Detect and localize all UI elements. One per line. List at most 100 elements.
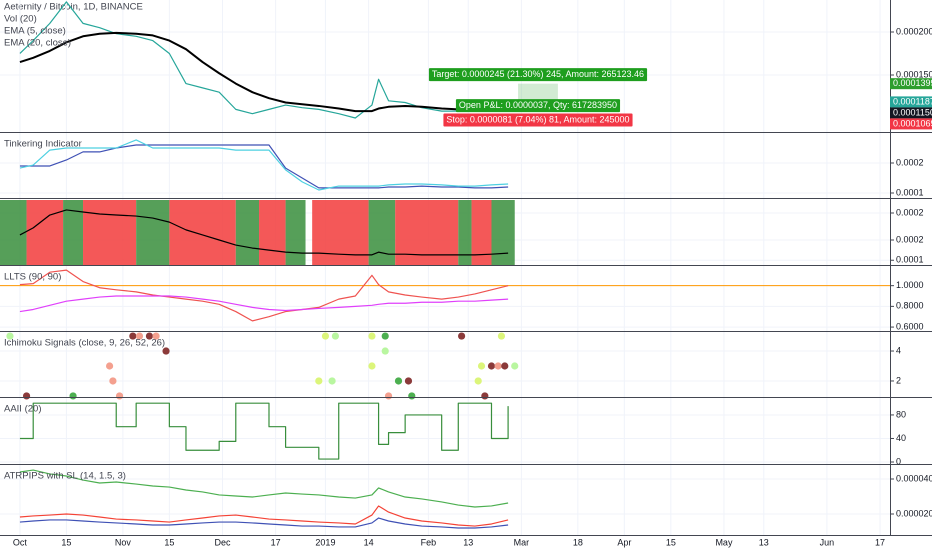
signal-band: [491, 200, 515, 265]
x-tick-label: Mar: [514, 537, 530, 547]
signal-dot: [494, 362, 502, 370]
signal-dot: [501, 362, 509, 370]
signal-band: [0, 200, 27, 265]
position-label: Open P&L: 0.0000037, Qty: 617283950: [455, 99, 621, 113]
y-tick-label: 0.6000: [896, 321, 924, 331]
y-tick-label: 0.0002: [896, 234, 924, 244]
x-tick-label: 15: [61, 537, 71, 547]
x-tick-label: 2019: [315, 537, 335, 547]
signal-dot: [394, 377, 403, 385]
signal-band: [285, 200, 306, 265]
y-tick-label: 40: [896, 433, 906, 443]
signal-band: [169, 200, 236, 265]
y-tick-label: 0.0002: [896, 207, 924, 217]
series-line: [19, 31, 509, 113]
position-label: Stop: 0.0000081 (7.04%) 81, Amount: 2450…: [443, 113, 633, 127]
y-tick-label: 2: [896, 375, 901, 385]
signal-dot: [328, 377, 336, 385]
indicator-label: Vol (20): [4, 14, 37, 25]
x-tick-label: 13: [759, 537, 769, 547]
series-line: [19, 402, 509, 460]
chart-title: Aeternity / Bitcoin, 1D, BINANCE: [4, 2, 143, 13]
series-line: [19, 469, 509, 508]
signal-dot: [22, 392, 31, 400]
signal-dot: [408, 392, 416, 400]
y-tick-label: 80: [896, 409, 906, 419]
signal-dot: [381, 332, 389, 340]
signal-dot: [404, 377, 413, 385]
price-tag: [890, 96, 932, 108]
pane-title: AAII (20): [4, 404, 42, 415]
x-tick-label: Jun: [820, 537, 835, 547]
signal-dot: [384, 392, 393, 400]
position-label-text: Open P&L: 0.0000037, Qty: 617283950: [459, 100, 617, 110]
price-tag-label: 0.0001069: [893, 118, 932, 128]
price-tag-label: 0.0001399: [893, 78, 932, 88]
signal-band: [471, 200, 492, 265]
x-tick-label: Dec: [214, 537, 231, 547]
pane-title: Ichimoku Signals (close, 9, 26, 52, 26): [4, 338, 165, 349]
y-tick-label: 0.0001: [896, 187, 924, 197]
signal-band: [26, 200, 64, 265]
signal-band: [368, 200, 396, 265]
signal-dot: [315, 377, 323, 385]
signal-dot: [109, 377, 117, 385]
y-tick-label: 0.0002000: [896, 26, 932, 36]
y-tick-label: 0.0002: [896, 157, 924, 167]
signal-band: [259, 200, 286, 265]
price-tag-label: 0.0001187: [893, 96, 932, 106]
pane-title: LLTS (90, 90): [4, 272, 61, 283]
series-line: [19, 209, 509, 256]
label-background: [428, 68, 648, 82]
signal-dot: [115, 392, 124, 400]
series-line: [19, 144, 509, 189]
signal-dot: [481, 392, 489, 400]
price-tag: [890, 118, 932, 130]
signal-band: [83, 200, 137, 265]
signal-dot: [511, 362, 519, 370]
label-background: [455, 99, 621, 113]
signal-dot: [6, 332, 14, 340]
signal-dot: [152, 332, 160, 340]
signal-band: [458, 200, 472, 265]
y-tick-label: 0.0001: [896, 255, 924, 265]
y-tick-label: 0.00002000: [896, 508, 932, 518]
y-tick-label: 0.00004000: [896, 473, 932, 483]
series-line: [19, 517, 509, 529]
signal-dot: [321, 332, 330, 340]
signal-band: [136, 200, 170, 265]
signal-dot: [458, 332, 466, 340]
x-tick-label: 17: [271, 537, 281, 547]
overlays: Oct 15 Nov 15 Dec 17 2019 14 Feb 13 Mar 18 Apr 15 May 1…: [0, 14, 932, 547]
price-tag: [890, 107, 932, 119]
signal-dot: [474, 377, 482, 385]
series-line: [19, 139, 509, 191]
label-background: [443, 113, 633, 127]
pane-title: Tinkering Indicator: [4, 139, 82, 150]
signal-dot: [368, 362, 376, 370]
x-tick-label: 15: [666, 537, 676, 547]
signal-dot: [497, 332, 506, 340]
signal-dot: [477, 362, 486, 370]
signal-dot: [129, 332, 137, 340]
plots: [0, 1, 890, 529]
y-tick-label: 0.8000: [896, 301, 924, 311]
series-line: [19, 505, 509, 527]
signal-dot: [487, 362, 496, 370]
signal-dot: [69, 392, 77, 400]
signal-dot: [162, 347, 170, 355]
signal-dot: [331, 332, 340, 340]
x-tick-label: May: [715, 537, 733, 547]
signal-band: [235, 200, 260, 265]
indicator-label: EMA (20, close): [4, 38, 71, 49]
series-line: [19, 295, 509, 313]
series-line: [19, 269, 509, 322]
x-tick-label: Feb: [421, 537, 437, 547]
price-tag: [890, 78, 932, 90]
position-label: Target: 0.0000245 (21.30%) 245, Amount: …: [428, 68, 648, 82]
signal-dot: [145, 332, 154, 340]
